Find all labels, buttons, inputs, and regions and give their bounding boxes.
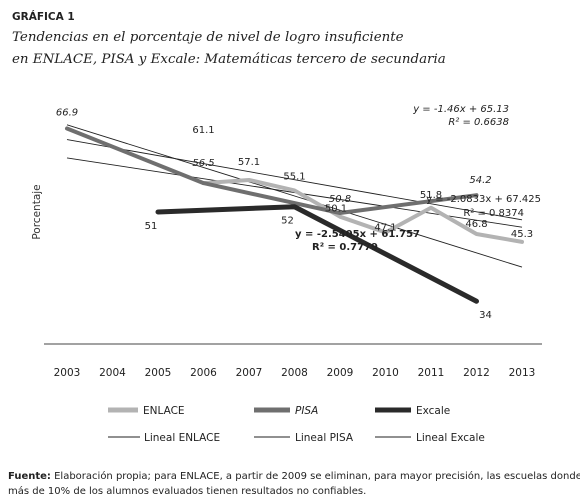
legend-label-pisa: PISA — [295, 405, 318, 417]
data-labels: 66.9 61.1 56.5 57.1 55.1 50.850.1 47.1 51.8 54.2… — [56, 108, 533, 322]
data-label-56-5: 56.5 — [192, 158, 214, 169]
equation-pisa: y = -1.46x + 65.13 R² = 0.6638 — [412, 104, 509, 128]
legend-label-enlace: ENLACE — [143, 405, 185, 417]
data-label-34: 34 — [479, 310, 492, 321]
series-line-enlace — [201, 177, 524, 244]
legend-label-excale: Excale — [416, 405, 450, 417]
data-label-52: 52 — [281, 216, 294, 227]
legend-label-lineal-enlace: Lineal ENLACE — [144, 432, 220, 444]
data-label-55-1: 55.1 — [283, 171, 305, 182]
chart-title-line1: Tendencias en el porcentaje de nivel de … — [12, 30, 404, 45]
source-note-label: Fuente: — [8, 471, 51, 482]
series-line-excale — [155, 204, 479, 304]
data-label-54-2: 54.2 — [469, 175, 491, 186]
equation-pisa-formula: y = -1.46x + 65.13 — [412, 104, 509, 115]
x-tick-2011: 2011 — [418, 367, 445, 379]
equation-excale: y = -2.5405x + 61.757 R² = 0.7779 — [295, 229, 420, 253]
equation-pisa-r2: R² = 0.6638 — [448, 117, 509, 128]
x-tick-2007: 2007 — [236, 367, 263, 379]
equation-excale-formula: y = -2.5405x + 61.757 — [295, 229, 420, 240]
source-note-line1: Fuente: Elaboración propia; para ENLACE,… — [8, 470, 580, 482]
data-label-57-1: 57.1 — [238, 157, 260, 168]
x-tick-2010: 2010 — [372, 367, 399, 379]
data-label-51: 51 — [145, 221, 158, 232]
y-axis-label: Porcentaje — [31, 184, 43, 239]
source-note-line2: más de 10% de los alumnos evaluados tien… — [8, 485, 366, 497]
data-label-51-8: 51.8 — [420, 190, 442, 201]
legend: ENLACE PISA Excale Lineal ENLACE Lineal … — [108, 405, 485, 444]
source-note-text: Elaboración propia; para ENLACE, a parti… — [54, 470, 580, 482]
equation-enlace-r2: R² = 0.8374 — [463, 208, 524, 219]
x-tick-2012: 2012 — [463, 367, 490, 379]
data-label-66-9: 66.9 — [56, 108, 78, 119]
equation-excale-r2: R² = 0.7779 — [312, 242, 378, 253]
x-tick-2009: 2009 — [327, 367, 354, 379]
series-line-pisa — [65, 126, 479, 216]
x-tick-2004: 2004 — [99, 367, 126, 379]
equation-enlace-formula: y = -2.0833x + 67.425 — [426, 194, 541, 205]
legend-label-lineal-excale: Lineal Excale — [416, 432, 485, 444]
data-label-45-3: 45.3 — [511, 229, 533, 240]
data-label-61-1: 61.1 — [192, 125, 214, 136]
x-tick-2008: 2008 — [281, 367, 308, 379]
x-tick-2005: 2005 — [145, 367, 172, 379]
data-label-47-1: 47.1 — [374, 222, 396, 233]
chart-title-line2: en ENLACE, PISA y Excale: Matemáticas te… — [12, 52, 446, 67]
x-tick-labels: 2003 2004 2005 2006 2007 2008 2009 2010 2011 2012… — [54, 367, 536, 379]
data-label-50-1: 50.1 — [325, 204, 347, 215]
x-tick-2003: 2003 — [54, 367, 81, 379]
x-tick-2013: 2013 — [509, 367, 536, 379]
x-tick-2006: 2006 — [190, 367, 217, 379]
data-label-46-8: 46.8 — [465, 219, 487, 230]
trendline-lineal-pisa — [66, 124, 523, 268]
series-lines — [65, 126, 524, 304]
equation-enlace: y = -2.0833x + 67.425 R² = 0.8374 — [426, 194, 541, 219]
chart-label: GRÁFICA 1 — [12, 10, 75, 23]
legend-label-lineal-pisa: Lineal PISA — [295, 432, 354, 444]
trendline-lineal-enlace — [66, 139, 523, 221]
data-label-50-8: 50.8 — [329, 194, 351, 205]
